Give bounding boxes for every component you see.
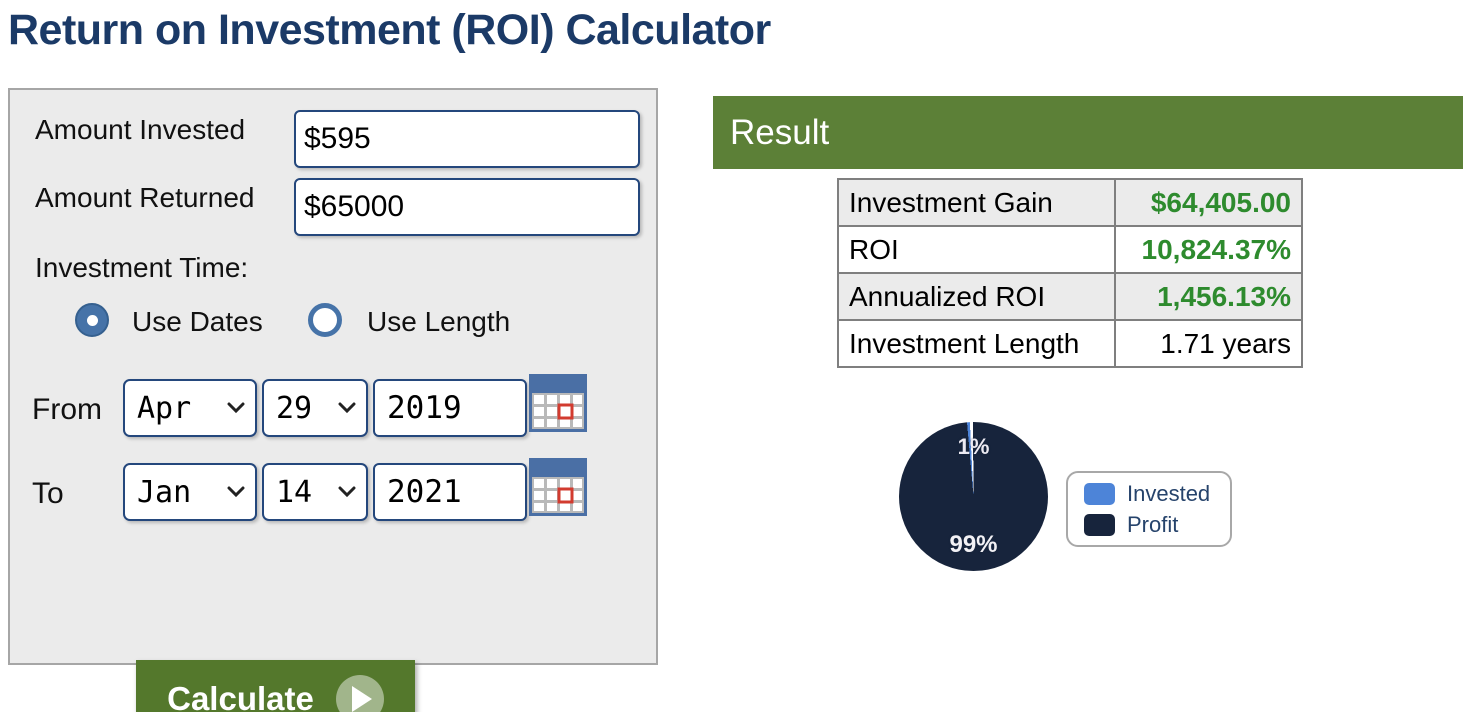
amount-returned-input[interactable] xyxy=(294,178,640,236)
calendar-icon xyxy=(529,458,587,516)
use-length-radio[interactable] xyxy=(308,303,342,337)
page-title: Return on Investment (ROI) Calculator xyxy=(8,6,771,54)
to-day-value: 14 xyxy=(276,474,313,510)
legend-swatch-invested xyxy=(1084,482,1115,505)
result-row-value: 1.71 years xyxy=(1114,319,1303,368)
pie-slice-label-profit: 99% xyxy=(949,531,998,558)
pie-chart: 1% 99% xyxy=(899,422,1048,571)
from-day-select[interactable]: 29 xyxy=(262,379,368,437)
play-icon xyxy=(335,675,384,712)
to-calendar-button[interactable] xyxy=(529,458,587,516)
amount-invested-input[interactable] xyxy=(294,110,640,168)
use-length-label[interactable]: Use Length xyxy=(367,306,511,337)
from-year-input[interactable] xyxy=(373,379,527,437)
result-row-label: Annualized ROI xyxy=(837,272,1116,321)
chevron-down-icon xyxy=(227,402,245,414)
calculate-button-label: Calculate xyxy=(167,680,314,712)
legend-label-invested: Invested xyxy=(1127,480,1211,506)
calculator-form-panel: Amount Invested Amount Returned Investme… xyxy=(8,88,658,712)
legend-item-profit: Profit xyxy=(1084,512,1230,538)
to-label: To xyxy=(32,477,64,510)
legend-swatch-profit xyxy=(1084,513,1115,536)
to-month-value: Jan xyxy=(137,474,192,510)
result-row-value: 10,824.37% xyxy=(1114,225,1303,274)
from-label: From xyxy=(32,393,102,426)
to-day-select[interactable]: 14 xyxy=(262,463,368,521)
legend-item-invested: Invested xyxy=(1084,481,1230,507)
result-row-label: Investment Gain xyxy=(837,178,1116,227)
table-row: Annualized ROI 1,456.13% xyxy=(837,272,1303,321)
result-row-label: Investment Length xyxy=(837,319,1116,368)
result-header: Result xyxy=(713,96,1463,169)
to-month-select[interactable]: Jan xyxy=(123,463,257,521)
result-header-label: Result xyxy=(730,112,830,152)
result-table: Investment Gain $64,405.00 ROI 10,824.37… xyxy=(837,178,1303,368)
from-month-select[interactable]: Apr xyxy=(123,379,257,437)
amount-returned-label: Amount Returned xyxy=(35,182,255,213)
result-row-value: $64,405.00 xyxy=(1114,178,1303,227)
chart-legend: Invested Profit xyxy=(1066,471,1232,547)
pie-slice-label-invested: 1% xyxy=(957,434,990,459)
calculate-button[interactable]: Calculate xyxy=(136,660,415,712)
from-calendar-button[interactable] xyxy=(529,374,587,432)
table-row: Investment Length 1.71 years xyxy=(837,319,1303,368)
to-year-input[interactable] xyxy=(373,463,527,521)
use-dates-label[interactable]: Use Dates xyxy=(132,306,263,337)
table-row: ROI 10,824.37% xyxy=(837,225,1303,274)
table-row: Investment Gain $64,405.00 xyxy=(837,178,1303,227)
chevron-down-icon xyxy=(338,486,356,498)
amount-invested-label: Amount Invested xyxy=(35,114,246,145)
result-row-value: 1,456.13% xyxy=(1114,272,1303,321)
investment-time-label: Investment Time: xyxy=(35,252,249,283)
result-row-label: ROI xyxy=(837,225,1116,274)
chevron-down-icon xyxy=(227,486,245,498)
radio-dot xyxy=(86,314,98,326)
from-day-value: 29 xyxy=(276,390,313,426)
use-dates-radio[interactable] xyxy=(75,303,109,337)
legend-label-profit: Profit xyxy=(1127,511,1179,537)
calendar-icon xyxy=(529,374,587,432)
from-month-value: Apr xyxy=(137,390,192,426)
chevron-down-icon xyxy=(338,402,356,414)
